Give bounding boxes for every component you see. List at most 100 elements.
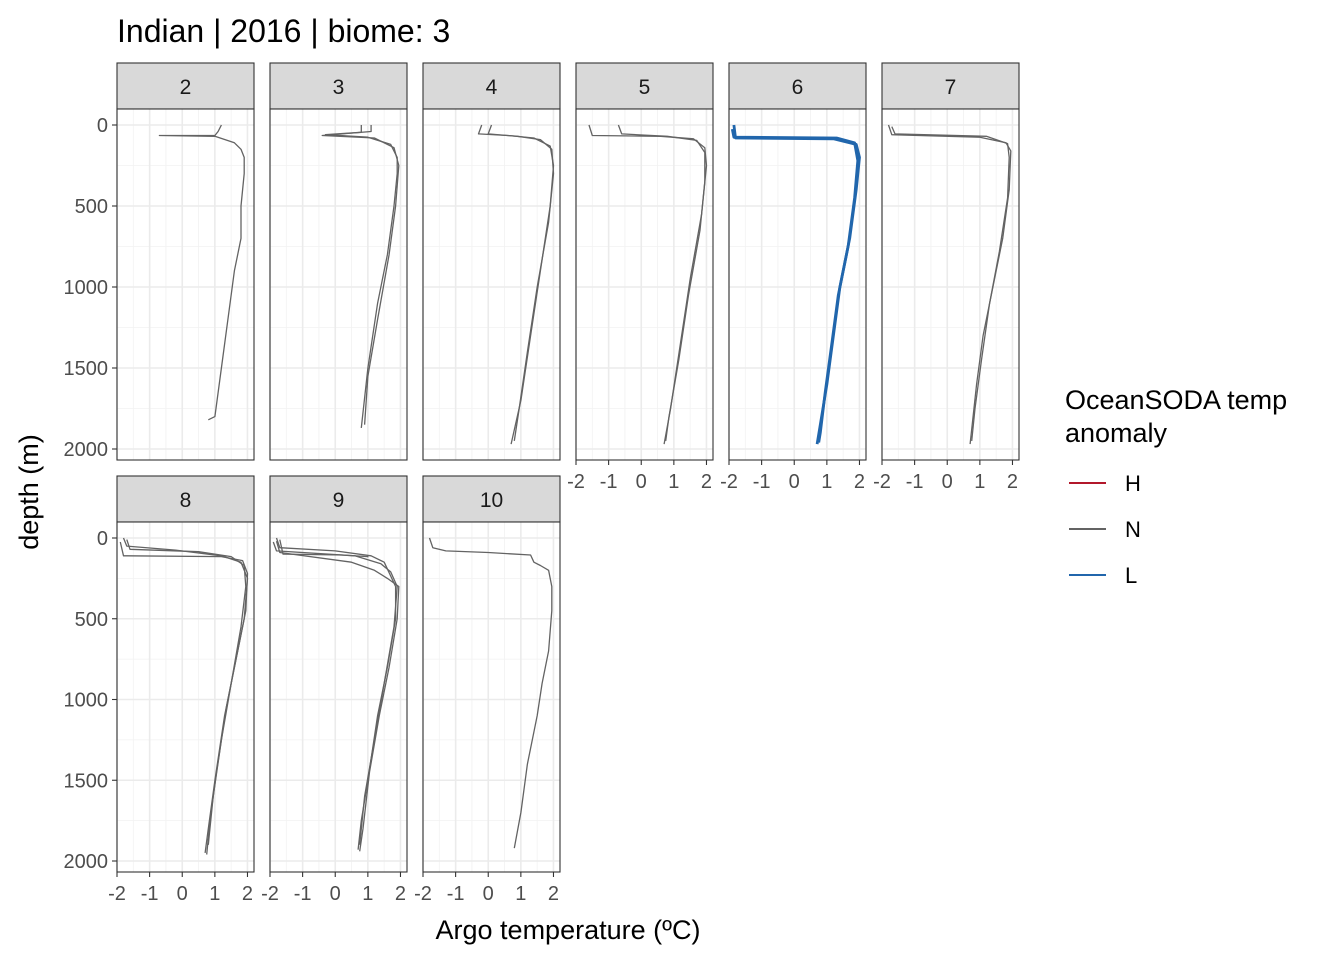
panel-series [477,124,555,445]
x-tick-label: 0 [330,883,341,905]
x-tick-label: -2 [567,471,585,493]
panel-border [422,521,561,873]
profile-line-N [588,124,708,445]
legend-label: N [1125,517,1141,542]
profile-line-N [887,124,1012,445]
x-tick-label: 1 [668,471,679,493]
profile-line-N [487,124,555,441]
x-tick-label: -1 [600,471,618,493]
facet-panel: 6 -2 -1 0 1 2 [720,62,867,493]
profile-line-N [428,537,553,849]
facet-panel: 4 [422,62,561,461]
x-tick-label: 2 [701,471,712,493]
profile-line-N [126,539,247,845]
legend-title-line-1: OceanSODA temp [1065,385,1287,415]
x-tick-label: 0 [177,883,188,905]
panel-background [117,109,254,460]
y-tick-label: 2000 [64,851,109,873]
panel-background [576,109,713,460]
y-tick-label: 0 [97,115,108,137]
profile-line-N [275,541,400,852]
panel-grid [728,109,866,460]
panel-series [428,537,553,849]
panel-border [269,521,408,873]
panel-border [269,108,408,461]
x-tick-label: -2 [873,471,891,493]
panel-background [270,109,407,460]
y-tick-label: 1500 [64,770,109,792]
panel-series [887,124,1012,445]
x-tick-label: -1 [294,883,312,905]
panel-series [119,537,249,855]
x-tick-label: 1 [515,883,526,905]
legend-item: N [1069,517,1141,542]
facet-strip [881,62,1020,110]
x-tick-label: 0 [483,883,494,905]
facet-strip-label: 7 [945,76,957,99]
panel-series [730,124,861,445]
facet-strip-label: 9 [333,489,345,512]
x-tick-label: 1 [974,471,985,493]
x-tick-label: 0 [636,471,647,493]
facet-strip-label: 2 [180,76,192,99]
y-tick-label: 1000 [64,277,109,299]
panel-series [321,125,400,428]
facet-strip-label: 5 [639,76,651,99]
legend-label: H [1125,471,1141,496]
legend: OceanSODA temp anomaly HNL [1065,385,1287,588]
y-tick-label: 500 [75,196,108,218]
y-tick-label: 500 [75,609,108,631]
panel-background [882,109,1019,460]
panel-grid [269,522,407,872]
x-tick-label: 0 [789,471,800,493]
panel-series [272,537,400,852]
legend-item: H [1069,471,1141,496]
x-tick-label: -2 [108,883,126,905]
y-tick-label: 0 [97,528,108,550]
legend-items: HNL [1069,471,1141,588]
profile-line-N [891,126,1010,441]
x-axis-label: Argo temperature (ºC) [436,915,701,945]
x-tick-label: -1 [753,471,771,493]
x-tick-label: -2 [720,471,738,493]
panel-border [881,108,1020,461]
legend-label: L [1125,563,1137,588]
facet-strip [269,62,408,110]
facet-strip [116,475,255,523]
panel-series [588,124,708,445]
panel-background [729,109,866,460]
legend-item: L [1069,563,1137,588]
x-tick-label: -2 [414,883,432,905]
facet-strip [728,62,867,110]
facet-strip [422,62,561,110]
y-tick-label: 2000 [64,439,109,461]
x-tick-label: -1 [447,883,465,905]
y-tick-label: 1500 [64,358,109,380]
profile-line-N [279,539,369,558]
profile-line-N [158,124,245,421]
panel-background [117,522,254,872]
facet-strip [575,62,714,110]
chart-title: Indian | 2016 | biome: 3 [117,13,450,49]
y-tick-label: 1000 [64,690,109,712]
panel-border [116,108,255,461]
panel-border [422,108,561,461]
x-tick-label: 2 [548,883,559,905]
panel-series [158,124,245,421]
facet-panel: 10 -2 -1 0 1 2 [414,475,561,905]
facet-panel: 9 -2 -1 0 1 2 [261,475,408,905]
x-tick-label: 0 [942,471,953,493]
x-tick-label: -1 [141,883,159,905]
x-tick-label: -1 [906,471,924,493]
facet-strip-label: 3 [333,76,345,99]
facet-strip-label: 4 [486,76,498,99]
panel-background [270,522,407,872]
x-tick-label: 1 [821,471,832,493]
facet-strip-label: 10 [480,489,503,512]
x-tick-label: -2 [261,883,279,905]
facet-panel: 2 0 500 1000 1500 2000 [64,62,255,461]
x-tick-label: 2 [395,883,406,905]
